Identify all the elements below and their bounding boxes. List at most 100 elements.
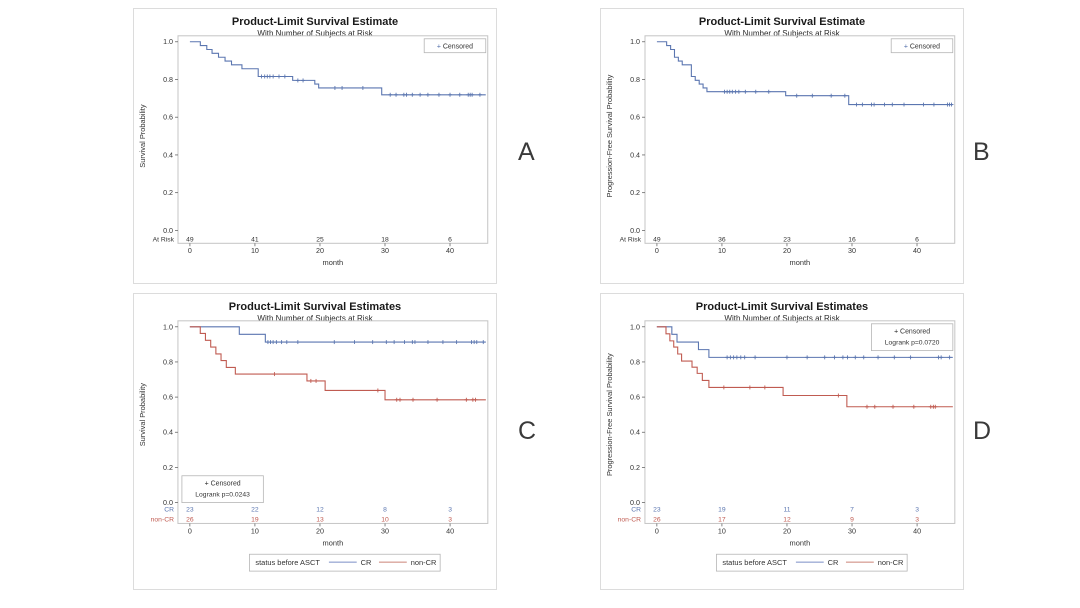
- svg-text:0.0: 0.0: [163, 227, 173, 235]
- svg-text:1.0: 1.0: [163, 38, 173, 46]
- panel-a-subtitle: With Number of Subjects at Risk: [257, 29, 373, 38]
- censor-marks-non-CR: [272, 372, 478, 402]
- x-axis: 0 10 20 30 40 month: [655, 243, 921, 267]
- svg-text:0.2: 0.2: [163, 189, 173, 197]
- curve-All subjects: [656, 41, 953, 106]
- svg-text:30: 30: [381, 527, 389, 535]
- svg-text:0.6: 0.6: [630, 394, 640, 402]
- x-axis: 0 10 20 30 40 month: [655, 523, 921, 547]
- svg-text:6: 6: [448, 236, 452, 243]
- svg-text:0.4: 0.4: [630, 151, 640, 159]
- svg-text:status before ASCT: status before ASCT: [255, 558, 320, 567]
- svg-text:Logrank p=0.0243: Logrank p=0.0243: [195, 492, 250, 499]
- svg-text:non-CR: non-CR: [618, 516, 641, 523]
- plot-frame: [644, 35, 956, 244]
- svg-text:0.2: 0.2: [163, 464, 173, 472]
- svg-text:40: 40: [446, 527, 454, 535]
- panel-a-overall-survival: Product-Limit Survival Estimate With Num…: [133, 8, 497, 284]
- svg-text:CR: CR: [631, 507, 641, 514]
- svg-text:+ Censored: + Censored: [437, 44, 473, 51]
- svg-text:Survival Probability: Survival Probability: [138, 104, 147, 168]
- x-axis: 0 10 20 30 40 month: [188, 243, 454, 267]
- svg-text:+ Censored: + Censored: [205, 481, 241, 488]
- svg-text:month: month: [790, 538, 811, 547]
- y-axis: 1.0 0.8 0.6 0.4 0.2 0.0 Progression-Free Survi…: [605, 323, 645, 507]
- svg-text:non-CR: non-CR: [878, 558, 904, 567]
- panel-c-title: Product-Limit Survival Estimates: [228, 301, 402, 313]
- svg-text:0.2: 0.2: [630, 464, 640, 472]
- svg-text:+ Censored: + Censored: [904, 44, 940, 51]
- svg-text:10: 10: [251, 247, 259, 255]
- censor-marks-All subjects: [259, 74, 482, 97]
- svg-text:20: 20: [783, 247, 791, 255]
- svg-text:26: 26: [653, 516, 661, 523]
- svg-text:13: 13: [316, 516, 324, 523]
- svg-text:10: 10: [718, 527, 726, 535]
- svg-text:month: month: [323, 538, 344, 547]
- censored-legend: + Censored Logrank p=0.0243: [181, 475, 264, 503]
- svg-text:0: 0: [188, 527, 192, 535]
- y-axis: 1.0 0.8 0.6 0.4 0.2 0.0 Survival Probability: [138, 38, 178, 235]
- censored-legend: + Censored Logrank p=0.0720: [870, 323, 954, 352]
- svg-text:0: 0: [188, 247, 192, 255]
- svg-text:0: 0: [655, 247, 659, 255]
- svg-text:3: 3: [915, 516, 919, 523]
- panel-b-title: Product-Limit Survival Estimate: [698, 16, 866, 28]
- svg-text:30: 30: [381, 247, 389, 255]
- plot-frame: [644, 320, 956, 524]
- svg-text:1.0: 1.0: [630, 323, 640, 331]
- svg-text:9: 9: [850, 516, 854, 523]
- svg-text:12: 12: [783, 516, 791, 523]
- svg-text:0.2: 0.2: [630, 189, 640, 197]
- curve-All subjects: [189, 41, 486, 96]
- svg-text:month: month: [790, 258, 811, 267]
- svg-text:0.4: 0.4: [163, 429, 173, 437]
- svg-text:19: 19: [251, 516, 259, 523]
- panel-d-title: Product-Limit Survival Estimates: [695, 301, 869, 313]
- svg-text:40: 40: [913, 527, 921, 535]
- censor-marks-CR: [725, 355, 952, 360]
- censor-marks-All subjects: [722, 89, 954, 107]
- curve-non-CR: [656, 326, 953, 408]
- svg-text:At Risk: At Risk: [153, 236, 175, 243]
- svg-text:49: 49: [186, 236, 194, 243]
- svg-text:10: 10: [718, 247, 726, 255]
- svg-text:0: 0: [655, 527, 659, 535]
- svg-text:10: 10: [251, 527, 259, 535]
- svg-text:0.6: 0.6: [163, 114, 173, 122]
- svg-text:49: 49: [653, 236, 661, 243]
- svg-text:Survival Probability: Survival Probability: [138, 383, 147, 447]
- curve-non-CR: [189, 326, 486, 401]
- svg-text:20: 20: [783, 527, 791, 535]
- svg-text:26: 26: [186, 516, 194, 523]
- svg-text:status before ASCT: status before ASCT: [722, 558, 787, 567]
- panel-label-d: D: [973, 417, 992, 445]
- y-axis: 1.0 0.8 0.6 0.4 0.2 0.0 Survival Probability: [138, 323, 178, 507]
- at-risk-table: At Risk 49 41 25 18 6: [153, 236, 452, 243]
- svg-text:6: 6: [915, 236, 919, 243]
- censor-marks-CR: [265, 340, 486, 345]
- km-chart-a: 1.0 0.8 0.6 0.4 0.2 0.0 Survival Probability 0 1…: [138, 35, 489, 267]
- censored-legend: + Censored: [423, 38, 487, 54]
- at-risk-table: At Risk 49 36 23 16 6: [620, 236, 919, 243]
- svg-text:20: 20: [316, 527, 324, 535]
- svg-text:11: 11: [783, 507, 790, 514]
- svg-text:0.6: 0.6: [630, 114, 640, 122]
- svg-text:25: 25: [316, 236, 324, 243]
- curve-CR: [656, 326, 953, 358]
- svg-text:CR: CR: [164, 507, 174, 514]
- svg-text:40: 40: [913, 247, 921, 255]
- svg-text:0.8: 0.8: [630, 76, 640, 84]
- svg-text:41: 41: [251, 236, 259, 243]
- svg-text:0.0: 0.0: [630, 227, 640, 235]
- x-axis: 0 10 20 30 40 month: [188, 523, 454, 547]
- svg-text:non-CR: non-CR: [151, 516, 174, 523]
- censor-marks-non-CR: [721, 385, 938, 409]
- panel-label-a: A: [518, 138, 535, 166]
- svg-text:22: 22: [251, 507, 259, 514]
- panel-a-title: Product-Limit Survival Estimate: [231, 16, 399, 28]
- svg-text:0.4: 0.4: [630, 429, 640, 437]
- svg-text:+ Censored: + Censored: [894, 329, 930, 336]
- svg-text:3: 3: [915, 507, 919, 514]
